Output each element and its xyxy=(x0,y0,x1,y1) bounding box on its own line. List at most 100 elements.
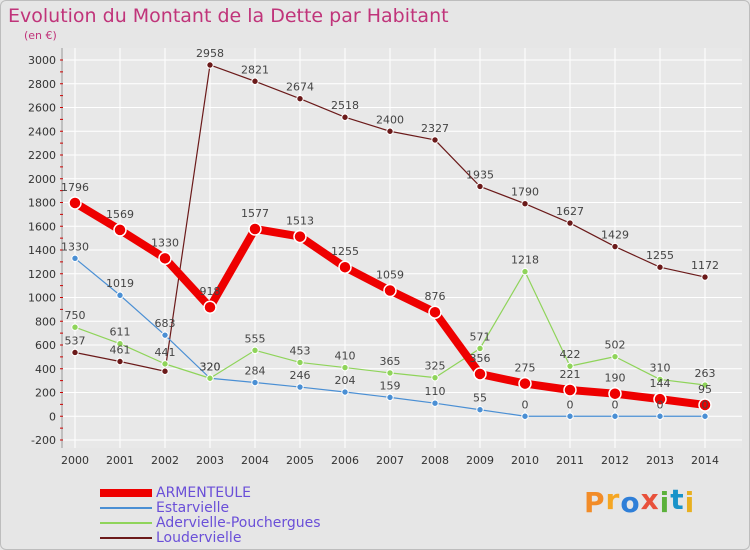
data-label-adervielle-pouchergues: 410 xyxy=(335,350,356,363)
y-tick-label: 2600 xyxy=(28,102,56,115)
data-point-armenteule xyxy=(698,398,712,412)
data-label-armenteule: 275 xyxy=(515,362,536,375)
logo-letter: r xyxy=(605,483,621,516)
data-label-armenteule: 95 xyxy=(698,383,712,396)
data-point-armenteule xyxy=(68,196,82,210)
data-point-adervielle-pouchergues xyxy=(296,358,304,367)
data-point-adervielle-pouchergues xyxy=(521,267,529,276)
data-point-adervielle-pouchergues xyxy=(701,381,709,389)
x-tick-label: 2002 xyxy=(151,454,179,467)
data-point-adervielle-pouchergues xyxy=(656,375,664,384)
x-tick-label: 2009 xyxy=(466,454,494,467)
data-point-estarvielle xyxy=(476,406,484,414)
data-point-armenteule xyxy=(383,283,397,298)
data-point-estarvielle xyxy=(521,412,529,420)
plot-background xyxy=(62,48,742,448)
data-label-armenteule: 144 xyxy=(650,377,671,390)
y-tick-label: 3000 xyxy=(28,54,56,67)
data-label-estarvielle: 0 xyxy=(657,398,664,411)
x-tick-label: 2004 xyxy=(241,454,269,467)
data-label-adervielle-pouchergues: 422 xyxy=(560,348,581,361)
axes: -200020040060080010001200140016001800200… xyxy=(28,48,719,467)
data-label-loudervielle: 537 xyxy=(65,334,86,347)
x-tick-label: 2008 xyxy=(421,454,449,467)
chart-title: Evolution du Montant de la Dette par Hab… xyxy=(8,5,449,27)
data-label-armenteule: 1577 xyxy=(241,207,269,220)
proxiti-logo: Proxiti xyxy=(584,483,696,519)
data-point-adervielle-pouchergues xyxy=(341,363,349,372)
data-label-loudervielle: 1429 xyxy=(601,229,629,242)
data-point-adervielle-pouchergues xyxy=(611,352,619,361)
data-label-loudervielle: 2327 xyxy=(421,122,449,135)
y-tick-label: 1600 xyxy=(28,220,56,233)
data-label-armenteule: 1513 xyxy=(286,215,314,228)
data-label-armenteule: 918 xyxy=(200,285,221,298)
data-labels: 537 461 2958 2821 2674 2518 2400 2327 1935 1790 16… xyxy=(61,47,719,411)
data-point-estarvielle xyxy=(161,331,169,339)
data-label-loudervielle: 1172 xyxy=(691,259,719,272)
x-tick-label: 2006 xyxy=(331,454,359,467)
y-tick-label: 1200 xyxy=(28,268,56,281)
x-tick-label: 2005 xyxy=(286,454,314,467)
data-point-estarvielle xyxy=(386,393,394,402)
data-label-estarvielle: 284 xyxy=(245,365,266,378)
logo-letter: i xyxy=(684,486,696,519)
data-label-armenteule: 1330 xyxy=(151,236,179,249)
data-label-loudervielle: 2400 xyxy=(376,113,404,126)
data-point-loudervielle xyxy=(341,113,349,121)
data-label-loudervielle: 461 xyxy=(110,344,131,357)
data-point-armenteule xyxy=(158,251,172,266)
x-tick-label: 2011 xyxy=(556,454,584,467)
data-label-armenteule: 1796 xyxy=(61,181,89,194)
data-point-loudervielle xyxy=(566,219,574,227)
data-point-estarvielle xyxy=(611,412,619,420)
data-label-estarvielle: 0 xyxy=(612,398,619,411)
data-point-loudervielle xyxy=(116,357,124,366)
data-point-armenteule xyxy=(608,386,622,401)
logo-letter: i xyxy=(659,486,671,519)
logo-letter: t xyxy=(670,483,685,516)
chart-unit-label: (en €) xyxy=(24,29,57,42)
data-point-armenteule xyxy=(113,223,127,237)
data-point-estarvielle xyxy=(566,412,574,420)
data-label-adervielle-pouchergues: 555 xyxy=(245,332,266,345)
data-label-adervielle-pouchergues: 453 xyxy=(290,344,311,357)
data-point-estarvielle xyxy=(701,412,709,420)
data-point-armenteule xyxy=(563,383,577,397)
logo-letter: P xyxy=(584,486,606,519)
data-label-adervielle-pouchergues: 325 xyxy=(425,360,446,373)
data-point-adervielle-pouchergues xyxy=(476,344,484,353)
data-label-armenteule: 356 xyxy=(470,352,491,365)
legend-swatch xyxy=(100,522,152,524)
x-tick-label: 2014 xyxy=(691,454,719,467)
data-point-armenteule xyxy=(653,392,667,406)
data-point-loudervielle xyxy=(386,127,394,135)
data-point-loudervielle xyxy=(431,136,439,144)
data-label-adervielle-pouchergues: 611 xyxy=(110,326,131,339)
data-point-loudervielle xyxy=(476,182,484,191)
x-tick-label: 2007 xyxy=(376,454,404,467)
data-point-loudervielle xyxy=(71,348,79,357)
x-tick-label: 2003 xyxy=(196,454,224,467)
data-label-adervielle-pouchergues: 320 xyxy=(200,360,221,373)
data-point-estarvielle xyxy=(296,383,304,391)
data-point-armenteule xyxy=(338,260,352,274)
data-label-adervielle-pouchergues: 441 xyxy=(155,346,176,359)
data-point-loudervielle xyxy=(206,61,214,69)
data-point-adervielle-pouchergues xyxy=(251,346,259,355)
data-point-armenteule xyxy=(248,222,262,236)
data-point-loudervielle xyxy=(521,199,529,208)
y-tick-label: -200 xyxy=(31,434,56,447)
data-label-armenteule: 1255 xyxy=(331,245,359,258)
data-label-armenteule: 1059 xyxy=(376,268,404,281)
data-point-adervielle-pouchergues xyxy=(566,362,574,370)
data-point-adervielle-pouchergues xyxy=(161,360,169,368)
logo-letter: o xyxy=(620,486,641,519)
data-label-loudervielle: 1790 xyxy=(511,186,539,199)
data-label-armenteule: 1569 xyxy=(106,208,134,221)
data-label-estarvielle: 110 xyxy=(425,385,446,398)
data-point-armenteule xyxy=(473,367,487,381)
data-label-loudervielle: 2821 xyxy=(241,63,269,76)
data-label-adervielle-pouchergues: 502 xyxy=(605,339,626,352)
